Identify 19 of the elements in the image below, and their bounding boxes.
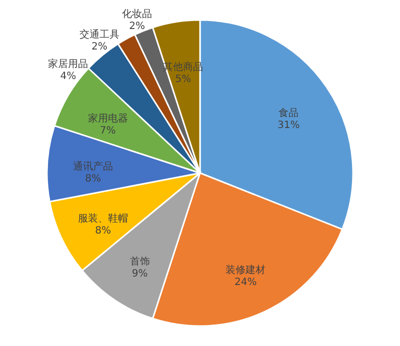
data-label: 5% — [175, 74, 192, 86]
data-label: 7% — [100, 125, 116, 136]
slice-label: 交通工具 — [79, 28, 120, 41]
data-label: 24% — [234, 276, 257, 288]
slice-label: 家用电器 — [88, 112, 128, 124]
data-label: 8% — [85, 173, 102, 184]
slice-label: 通讯产品 — [73, 160, 114, 172]
data-label: 4% — [60, 71, 76, 82]
data-label: 8% — [95, 226, 112, 237]
slice-label: 家居用品 — [48, 58, 88, 70]
slice-label: 服装、鞋帽 — [78, 212, 128, 225]
slice-label: 装修建材 — [226, 264, 266, 276]
slice-label: 食品 — [278, 106, 299, 119]
data-label: 31% — [277, 120, 300, 131]
slice-label: 化妆品 — [122, 8, 152, 20]
data-label: 9% — [132, 268, 148, 280]
data-label: 2% — [92, 42, 108, 53]
data-label: 2% — [129, 21, 145, 32]
slice-label: 首饰 — [130, 256, 150, 268]
